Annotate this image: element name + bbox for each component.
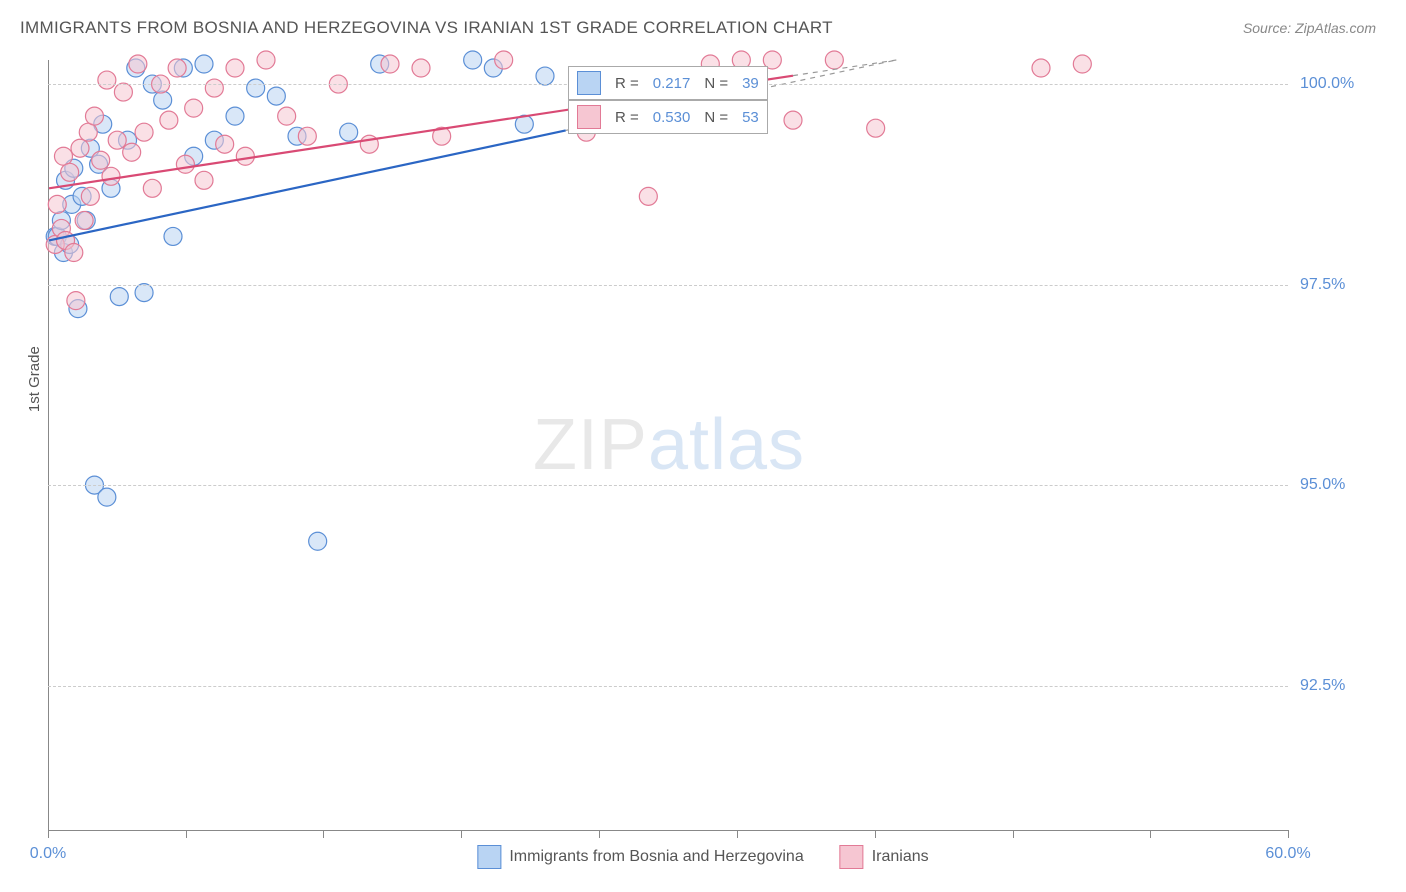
bottom-legend-item: Iranians (840, 845, 929, 869)
scatter-point-iranians (98, 71, 116, 89)
scatter-point-iranians (867, 119, 885, 137)
scatter-point-iranians (168, 59, 186, 77)
scatter-point-iranians (205, 79, 223, 97)
bottom-legend-item: Immigrants from Bosnia and Herzegovina (477, 845, 803, 869)
scatter-point-bosnia (98, 488, 116, 506)
stats-legend-iranians: R = 0.530 N = 53 (568, 100, 768, 134)
legend-n-label: N = (704, 109, 728, 126)
y-tick-label: 97.5% (1300, 276, 1345, 294)
legend-swatch (577, 71, 601, 95)
bottom-legend: Immigrants from Bosnia and Herzegovina Ir… (477, 845, 928, 869)
scatter-point-iranians (160, 111, 178, 129)
chart-svg (49, 60, 1289, 830)
scatter-point-iranians (79, 123, 97, 141)
scatter-point-iranians (81, 187, 99, 205)
scatter-point-bosnia (267, 87, 285, 105)
scatter-point-iranians (129, 55, 147, 73)
scatter-point-iranians (135, 123, 153, 141)
legend-label: Iranians (872, 848, 929, 866)
x-tick-label: 0.0% (30, 845, 66, 863)
plot-area: ZIPatlas (48, 60, 1289, 831)
chart-source: Source: ZipAtlas.com (1243, 20, 1376, 36)
y-tick-label: 92.5% (1300, 677, 1345, 695)
legend-r-label: R = (615, 109, 639, 126)
scatter-point-iranians (123, 143, 141, 161)
regression-line-dashed-iranians (793, 60, 896, 76)
scatter-point-iranians (236, 147, 254, 165)
x-tick-mark (737, 830, 738, 838)
stats-legend-bosnia: R = 0.217 N = 39 (568, 66, 768, 100)
legend-r-label: R = (615, 75, 639, 92)
scatter-point-iranians (48, 195, 66, 213)
scatter-point-iranians (85, 107, 103, 125)
scatter-point-bosnia (340, 123, 358, 141)
scatter-point-iranians (1032, 59, 1050, 77)
grid-line-h (48, 285, 1288, 286)
scatter-point-iranians (257, 51, 275, 69)
scatter-point-bosnia (195, 55, 213, 73)
scatter-point-iranians (54, 147, 72, 165)
scatter-point-bosnia (226, 107, 244, 125)
scatter-point-iranians (195, 171, 213, 189)
scatter-point-bosnia (135, 284, 153, 302)
scatter-point-iranians (185, 99, 203, 117)
y-axis-label: 1st Grade (26, 346, 43, 412)
scatter-point-bosnia (536, 67, 554, 85)
scatter-point-iranians (226, 59, 244, 77)
scatter-point-bosnia (110, 288, 128, 306)
legend-swatch (577, 105, 601, 129)
scatter-point-iranians (71, 139, 89, 157)
scatter-point-iranians (412, 59, 430, 77)
y-tick-label: 95.0% (1300, 476, 1345, 494)
scatter-point-bosnia (247, 79, 265, 97)
chart-title: IMMIGRANTS FROM BOSNIA AND HERZEGOVINA V… (20, 18, 833, 38)
x-tick-mark (1150, 830, 1151, 838)
legend-n-value: 39 (742, 75, 759, 92)
scatter-point-iranians (108, 131, 126, 149)
x-tick-label: 60.0% (1265, 845, 1310, 863)
scatter-point-iranians (278, 107, 296, 125)
grid-line-h (48, 485, 1288, 486)
scatter-point-iranians (825, 51, 843, 69)
x-tick-mark (186, 830, 187, 838)
scatter-point-iranians (92, 151, 110, 169)
x-tick-mark (1288, 830, 1289, 838)
y-tick-label: 100.0% (1300, 75, 1354, 93)
scatter-point-iranians (1073, 55, 1091, 73)
x-tick-mark (875, 830, 876, 838)
x-tick-mark (599, 830, 600, 838)
scatter-point-iranians (67, 292, 85, 310)
scatter-point-iranians (381, 55, 399, 73)
legend-swatch (477, 845, 501, 869)
legend-r-value: 0.217 (653, 75, 691, 92)
legend-n-value: 53 (742, 109, 759, 126)
scatter-point-iranians (65, 244, 83, 262)
scatter-point-iranians (114, 83, 132, 101)
legend-r-value: 0.530 (653, 109, 691, 126)
x-tick-mark (48, 830, 49, 838)
grid-line-h (48, 686, 1288, 687)
scatter-point-iranians (639, 187, 657, 205)
scatter-point-bosnia (164, 227, 182, 245)
scatter-point-bosnia (464, 51, 482, 69)
scatter-point-iranians (75, 211, 93, 229)
scatter-point-iranians (61, 163, 79, 181)
scatter-point-bosnia (309, 532, 327, 550)
scatter-point-iranians (495, 51, 513, 69)
x-tick-mark (1013, 830, 1014, 838)
scatter-point-bosnia (154, 91, 172, 109)
scatter-point-iranians (216, 135, 234, 153)
legend-label: Immigrants from Bosnia and Herzegovina (509, 848, 803, 866)
scatter-point-iranians (298, 127, 316, 145)
scatter-point-iranians (784, 111, 802, 129)
scatter-point-iranians (102, 167, 120, 185)
legend-swatch (840, 845, 864, 869)
legend-n-label: N = (704, 75, 728, 92)
scatter-point-iranians (176, 155, 194, 173)
x-tick-mark (323, 830, 324, 838)
scatter-point-iranians (143, 179, 161, 197)
x-tick-mark (461, 830, 462, 838)
